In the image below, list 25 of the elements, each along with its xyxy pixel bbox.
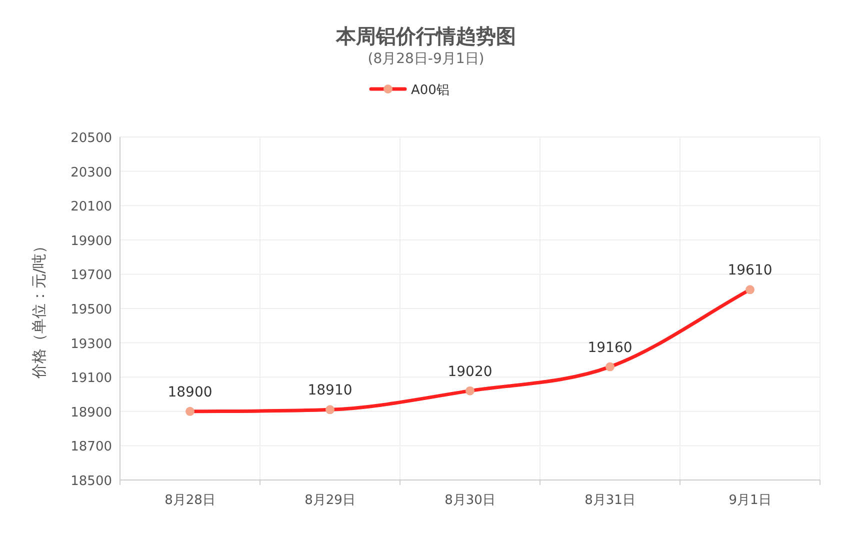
- x-tick-label: 8月29日: [304, 493, 356, 508]
- y-tick-label: 19900: [70, 234, 112, 249]
- data-label: 18900: [168, 384, 212, 400]
- data-label: 19020: [448, 364, 492, 380]
- y-axis-title: 价格（单位：元/吨）: [30, 238, 48, 380]
- y-tick-label: 19300: [70, 336, 112, 352]
- x-tick-label: 8月30日: [444, 493, 496, 508]
- y-tick-label: 18700: [70, 440, 112, 455]
- chart-subtitle: (8月28日-9月1日): [368, 51, 484, 67]
- y-tick-label: 20300: [70, 165, 112, 180]
- chart-title: 本周铝价行情趋势图: [335, 24, 516, 48]
- y-tick-label: 20100: [70, 200, 112, 215]
- data-label: 19610: [728, 262, 772, 279]
- y-tick-label: 18500: [70, 474, 112, 489]
- x-tick-label: 9月1日: [728, 493, 772, 508]
- data-label: 19160: [588, 340, 632, 356]
- x-tick-label: 8月31日: [584, 493, 636, 508]
- y-tick-label: 19500: [70, 302, 112, 318]
- data-label: 18910: [308, 382, 352, 399]
- y-tick-label: 20500: [70, 131, 112, 146]
- legend-label: A00铝: [411, 83, 450, 98]
- x-tick-label: 8月28日: [164, 493, 216, 508]
- y-tick-label: 19700: [70, 268, 112, 284]
- y-tick-label: 19100: [70, 371, 112, 386]
- y-tick-label: 18900: [70, 405, 112, 420]
